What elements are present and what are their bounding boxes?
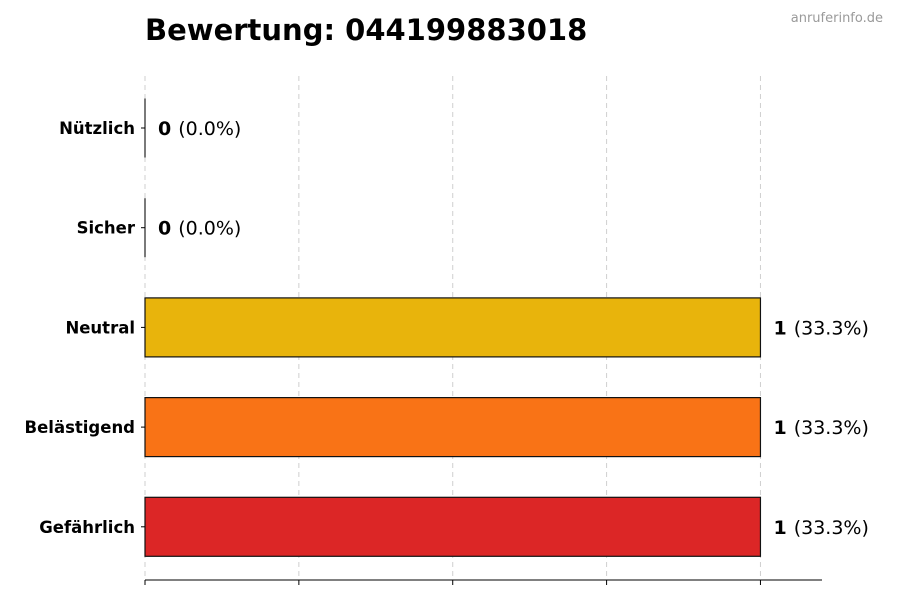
category-label-4: Gefährlich: [39, 518, 135, 537]
value-label-1: 0 (0.0%): [158, 218, 241, 240]
category-label-2: Neutral: [65, 318, 135, 337]
value-label-4: 1 (33.3%): [773, 517, 868, 539]
bar-4: [144, 496, 762, 557]
watermark: anruferinfo.de: [791, 11, 883, 26]
value-count-3: 1: [773, 417, 786, 439]
category-label-0: Nützlich: [59, 119, 135, 138]
value-count-0: 0: [158, 118, 171, 140]
value-label-3: 1 (33.3%): [773, 417, 868, 439]
value-percent-0: (0.0%): [178, 118, 241, 140]
chart-title: Bewertung: 044199883018: [145, 13, 587, 47]
bar-2: [144, 297, 762, 358]
category-label-1: Sicher: [77, 219, 136, 238]
value-label-0: 0 (0.0%): [158, 118, 241, 140]
value-count-4: 1: [773, 517, 786, 539]
value-labels: 0 (0.0%) 0 (0.0%) 1 (33.3%) 1 (33.3%) 1 (33.3%): [158, 118, 869, 539]
value-percent-3: (33.3%): [794, 417, 869, 439]
category-label-3: Belästigend: [25, 418, 135, 437]
value-count-1: 0: [158, 218, 171, 240]
value-percent-2: (33.3%): [794, 317, 869, 339]
bar-3: [144, 397, 762, 458]
category-labels: Nützlich Sicher Neutral Belästigend Gefährli…: [25, 119, 136, 537]
value-count-2: 1: [773, 317, 786, 339]
value-label-2: 1 (33.3%): [773, 317, 868, 339]
axes: [141, 127, 822, 585]
value-percent-4: (33.3%): [794, 517, 869, 539]
value-percent-1: (0.0%): [178, 218, 241, 240]
bars: [144, 98, 762, 557]
